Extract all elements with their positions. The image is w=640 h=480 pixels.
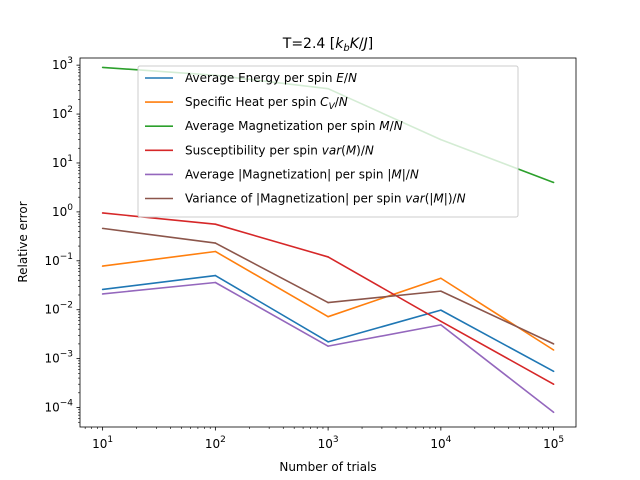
data-point bbox=[440, 320, 442, 323]
x-axis-label: Number of trials bbox=[279, 460, 376, 474]
x-tick-label: 102 bbox=[205, 435, 226, 451]
y-tick-label: 10−4 bbox=[44, 399, 73, 415]
y-tick-label: 10−2 bbox=[44, 301, 73, 317]
legend-label: Variance of |Magnetization| per spin var… bbox=[185, 192, 466, 206]
data-point bbox=[101, 227, 104, 230]
data-point bbox=[440, 309, 442, 311]
x-tick-label: 101 bbox=[92, 435, 113, 451]
data-point bbox=[214, 250, 217, 253]
data-point bbox=[101, 212, 104, 214]
data-point bbox=[327, 256, 329, 258]
legend-label: Average Magnetization per spin M/N bbox=[185, 119, 403, 133]
data-point bbox=[101, 293, 104, 295]
data-point bbox=[552, 383, 555, 385]
legend-items: Average Energy per spin E/N Specific Heat… bbox=[145, 71, 466, 206]
data-point bbox=[101, 288, 104, 291]
y-axis-label: Relative error bbox=[16, 201, 30, 282]
data-point bbox=[552, 343, 555, 345]
x-tick-label: 103 bbox=[318, 435, 339, 451]
y-tick-label: 10−3 bbox=[44, 350, 73, 366]
legend-label: Susceptibility per spin var(M)/N bbox=[185, 143, 374, 157]
data-point bbox=[327, 345, 329, 347]
data-point bbox=[552, 349, 555, 351]
data-point bbox=[552, 370, 555, 373]
chart-title: T=2.4 [kbK/J] bbox=[282, 36, 373, 54]
x-tick-label: 105 bbox=[543, 435, 564, 451]
data-point bbox=[440, 277, 442, 280]
data-point bbox=[214, 274, 217, 277]
data-point bbox=[327, 301, 329, 304]
data-point bbox=[214, 281, 217, 284]
legend-label: Specific Heat per spin CV/N bbox=[185, 95, 348, 112]
data-point bbox=[101, 66, 104, 69]
data-point bbox=[101, 265, 104, 267]
data-point bbox=[552, 411, 555, 414]
data-point bbox=[214, 242, 217, 244]
data-point bbox=[552, 181, 555, 184]
data-point bbox=[214, 223, 217, 226]
data-point bbox=[327, 341, 329, 343]
y-tick-label: 100 bbox=[52, 203, 73, 219]
legend-label: Average Energy per spin E/N bbox=[185, 71, 357, 85]
y-tick-label: 10−1 bbox=[44, 252, 73, 268]
y-tick-label: 102 bbox=[52, 105, 73, 121]
legend: Average Energy per spin E/N Specific Heat… bbox=[137, 65, 519, 218]
data-point bbox=[440, 324, 442, 326]
data-point bbox=[440, 290, 442, 292]
legend-frame bbox=[137, 65, 519, 218]
x-tick-label: 104 bbox=[430, 435, 451, 451]
y-tick-label: 103 bbox=[52, 56, 73, 72]
data-point bbox=[327, 315, 329, 318]
x-axis: 101 102 103 104 105 bbox=[84, 427, 564, 451]
y-axis: 10−4 10−3 10−2 10−1 100 101 102 103 bbox=[44, 56, 80, 423]
y-tick-label: 101 bbox=[52, 154, 73, 170]
legend-label: Average |Magnetization| per spin |M|/N bbox=[185, 167, 419, 181]
